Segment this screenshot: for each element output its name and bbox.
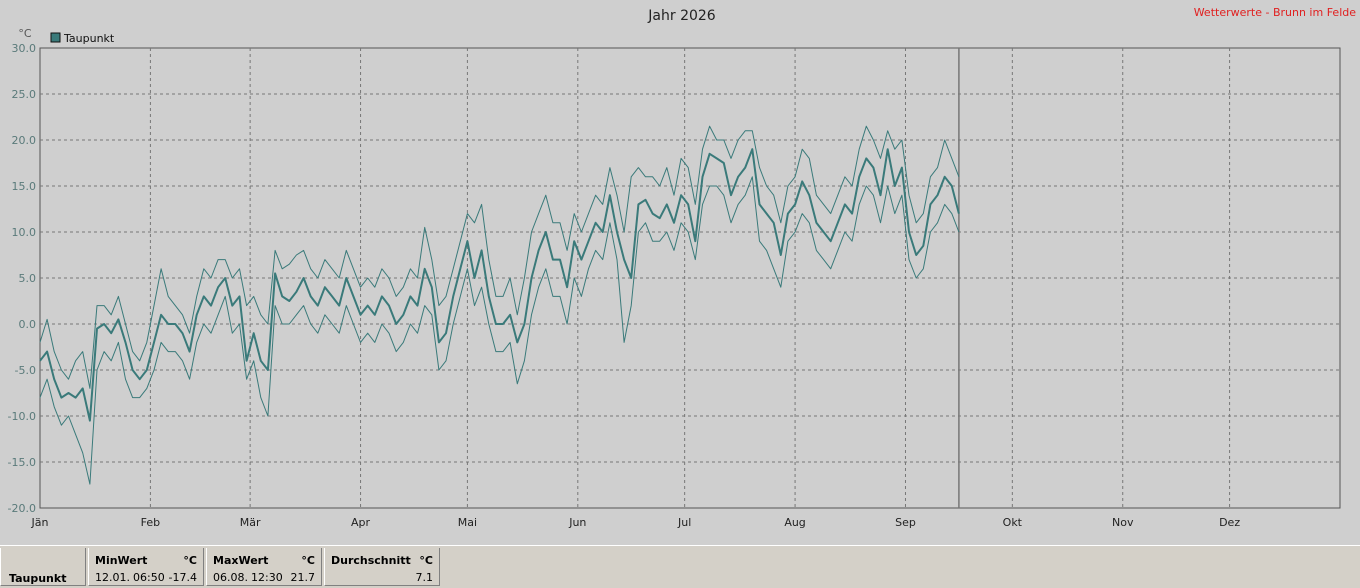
min-unit: °C xyxy=(183,554,197,567)
x-tick-label: Okt xyxy=(1003,516,1023,529)
min-header: MinWert xyxy=(95,554,148,567)
max-header: MaxWert xyxy=(213,554,269,567)
avg-cell: Durchschnitt °C 7.1 xyxy=(324,548,440,586)
y-tick-label: 20.0 xyxy=(12,134,37,147)
avg-header: Durchschnitt xyxy=(331,554,411,567)
y-tick-label: -10.0 xyxy=(8,410,36,423)
chart-canvas: Jahr 2026 Wetterwerte - Brunn im Felde °… xyxy=(8,6,1357,529)
y-tick-label: 15.0 xyxy=(12,180,37,193)
legend: Taupunkt xyxy=(50,32,115,45)
x-tick-label: Mai xyxy=(458,516,477,529)
stats-row-name: Taupunkt xyxy=(9,572,67,585)
min-time: 06:50 xyxy=(133,571,165,584)
series-line-min xyxy=(39,176,960,485)
x-tick-label: Jun xyxy=(568,516,586,529)
x-tick-label: Nov xyxy=(1112,516,1134,529)
legend-swatch xyxy=(50,32,61,43)
series-line-mean xyxy=(39,148,960,422)
max-unit: °C xyxy=(301,554,315,567)
x-tick-label: Jul xyxy=(677,516,691,529)
avg-unit: °C xyxy=(419,554,433,567)
chart-title: Jahr 2026 xyxy=(647,8,716,24)
stats-row-header: Taupunkt xyxy=(0,548,86,586)
max-date: 06.08. xyxy=(213,571,248,584)
x-tick-label: Mär xyxy=(240,516,261,529)
x-tick-label: Dez xyxy=(1219,516,1240,529)
grid xyxy=(40,48,1340,508)
y-tick-label: -20.0 xyxy=(8,502,36,515)
stats-panel: Taupunkt MinWert °C 12.01. 06:50 -17.4 M… xyxy=(0,545,1360,588)
min-date: 12.01. xyxy=(95,571,130,584)
x-tick-label: Apr xyxy=(351,516,371,529)
min-value: -17.4 xyxy=(168,571,197,584)
series-line-max xyxy=(39,125,960,389)
avg-value: 7.1 xyxy=(415,571,434,584)
y-tick-label: 25.0 xyxy=(12,88,37,101)
y-tick-label: 10.0 xyxy=(12,226,37,239)
y-unit-label: °C xyxy=(18,27,32,40)
x-tick-label: Feb xyxy=(141,516,160,529)
y-tick-label: 5.0 xyxy=(19,272,37,285)
y-tick-label: -15.0 xyxy=(8,456,36,469)
source-label: Wetterwerte - Brunn im Felde xyxy=(1194,6,1357,19)
series-group xyxy=(39,125,960,485)
max-time: 12:30 xyxy=(251,571,283,584)
y-tick-label: 0.0 xyxy=(19,318,37,331)
max-cell: MaxWert °C 06.08. 12:30 21.7 xyxy=(206,548,322,586)
x-tick-label: Jän xyxy=(31,516,49,529)
y-tick-label: 30.0 xyxy=(12,42,37,55)
min-cell: MinWert °C 12.01. 06:50 -17.4 xyxy=(88,548,204,586)
x-axis: Jän Feb Mär Apr Mai Jun Jul Aug Sep Okt Nov Dez xyxy=(31,516,1241,529)
x-tick-label: Aug xyxy=(784,516,805,529)
legend-label: Taupunkt xyxy=(63,32,115,45)
y-tick-label: -5.0 xyxy=(15,364,36,377)
x-tick-label: Sep xyxy=(895,516,916,529)
max-value: 21.7 xyxy=(290,571,316,584)
y-axis: 30.0 25.0 20.0 15.0 10.0 5.0 0.0 -5.0 -10.0 -15.0… xyxy=(8,42,36,515)
